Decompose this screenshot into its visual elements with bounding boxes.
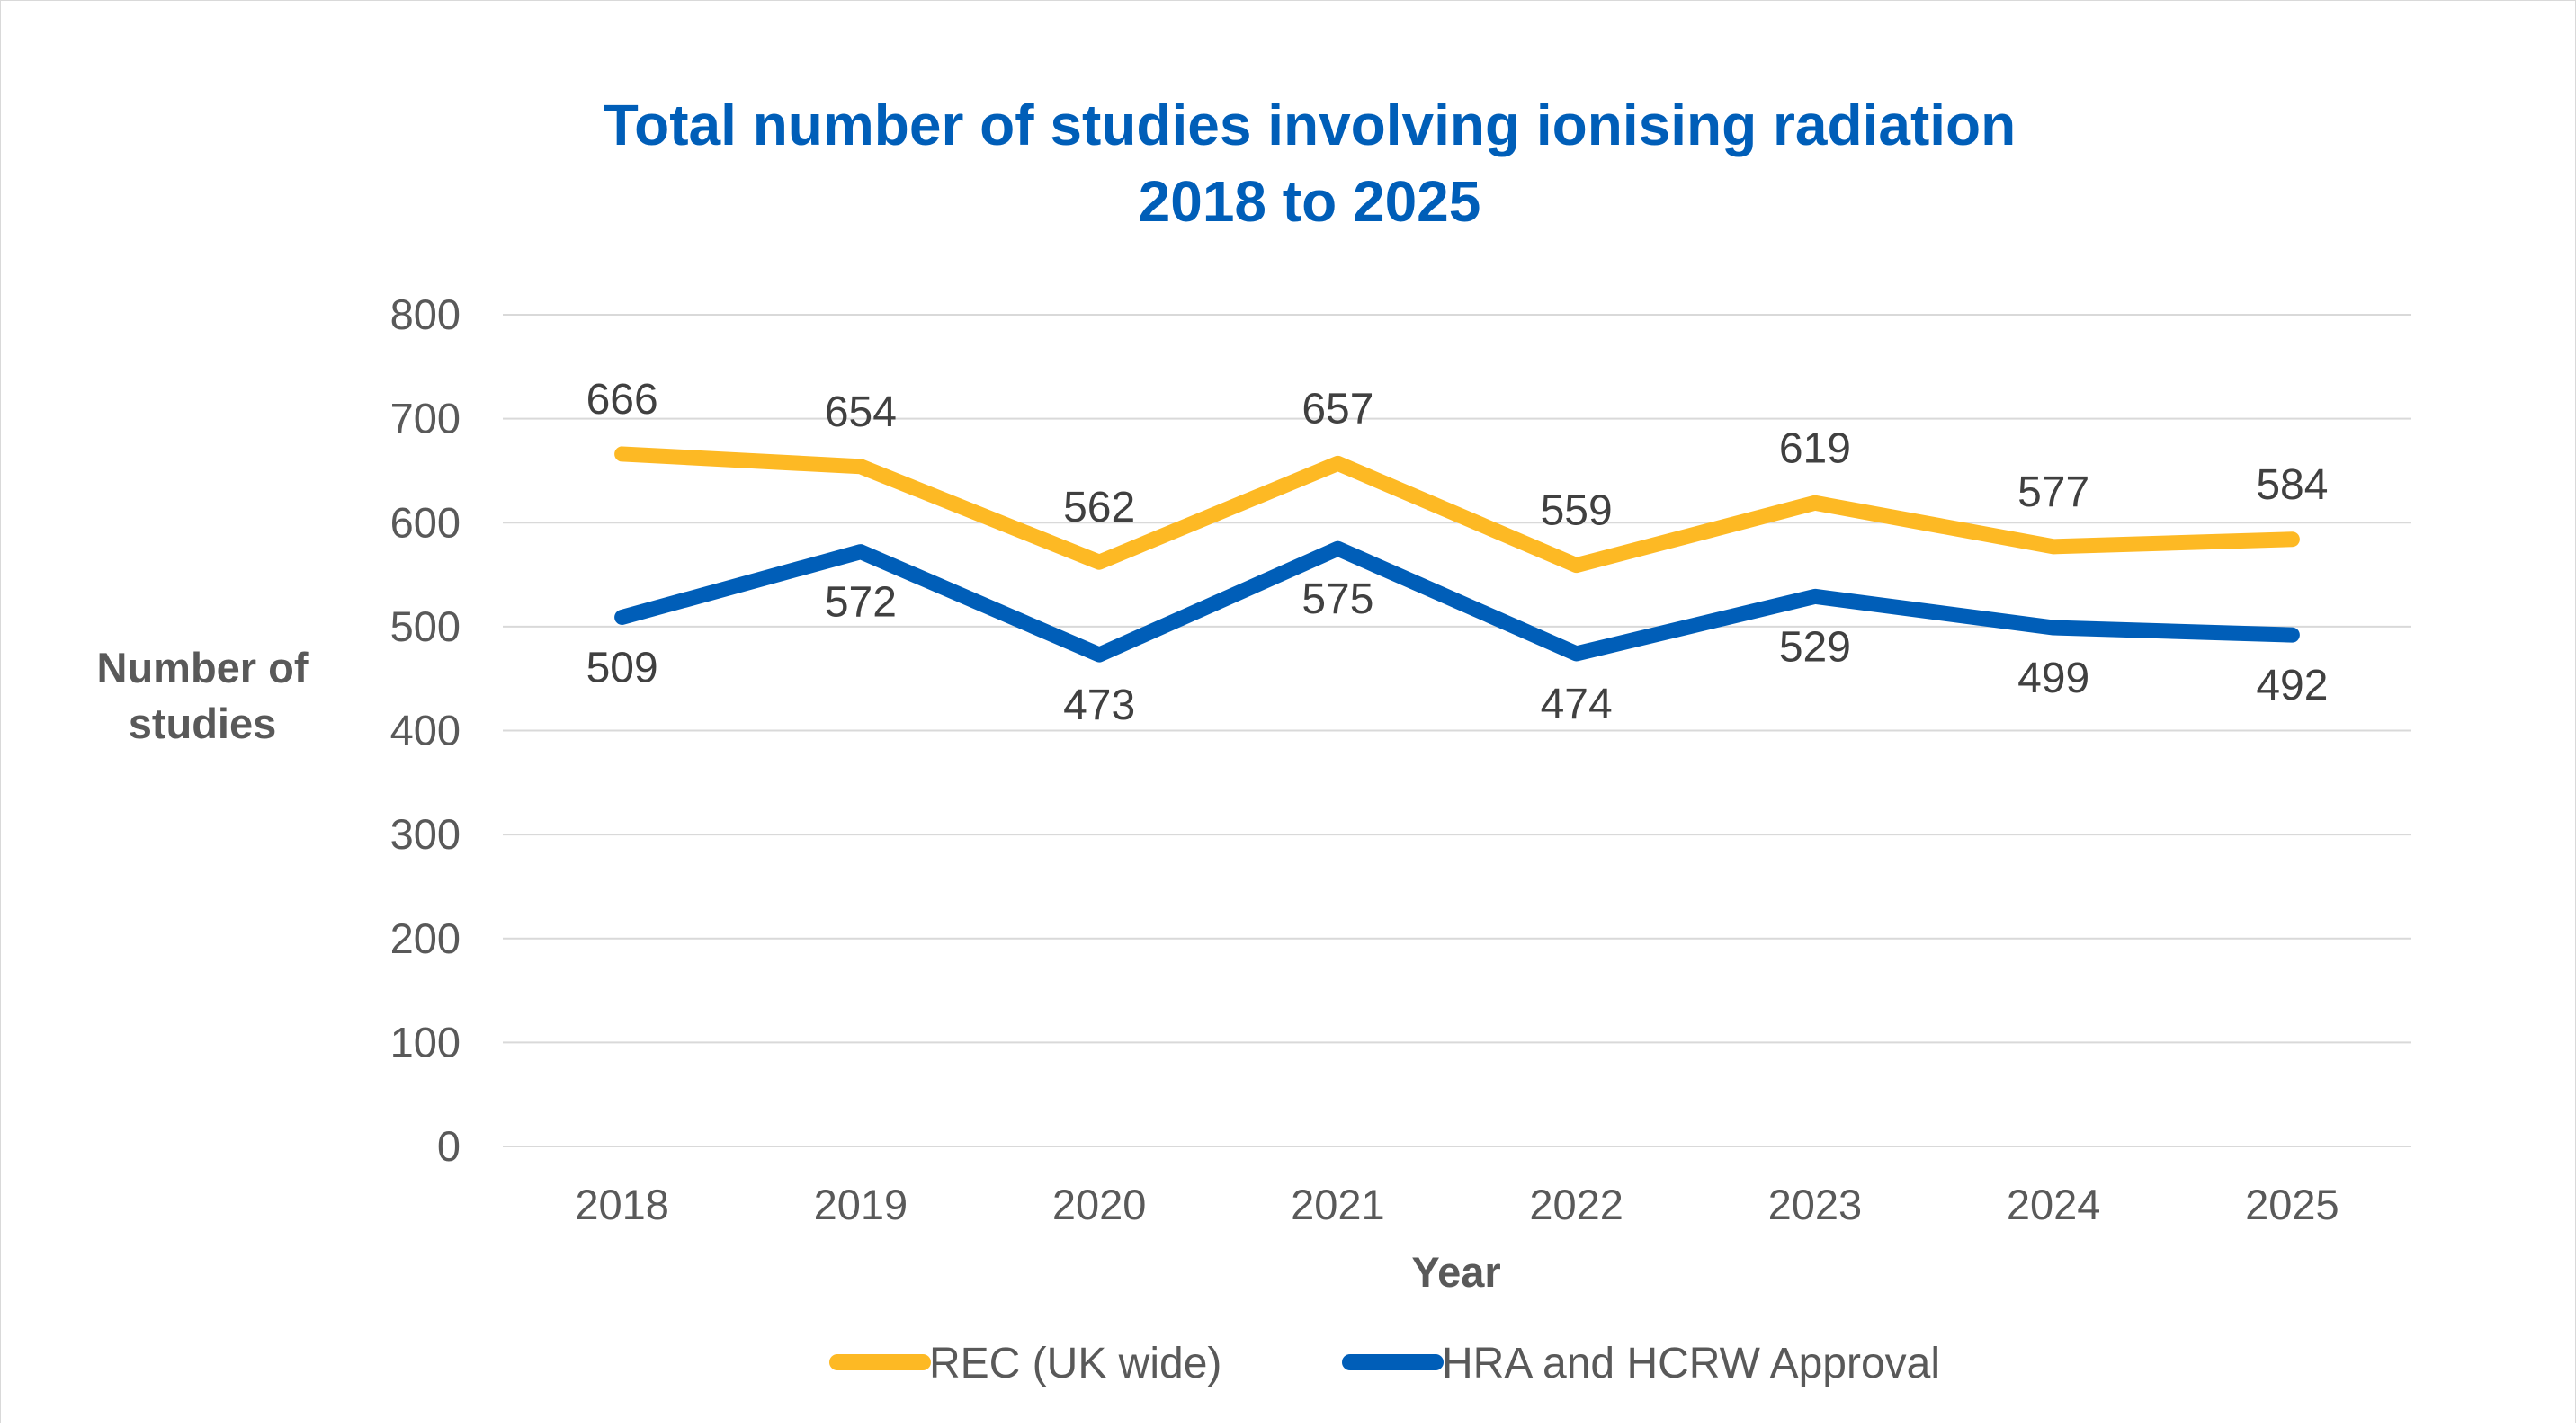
data-label-s0-2022: 559 [1541,487,1613,535]
x-tick-label-2020: 2020 [1052,1181,1147,1228]
y-tick-label-200: 200 [390,914,461,962]
y-tick-label-0: 0 [437,1122,461,1170]
data-label-s0-2023: 619 [1779,424,1851,472]
x-tick-label-2022: 2022 [1529,1181,1623,1228]
x-axis-ticks: 2018 2019 2020 2021 2022 2023 2024 2025 [575,1181,2339,1228]
x-tick-label-2019: 2019 [814,1181,908,1228]
y-tick-label-400: 400 [390,707,461,754]
x-tick-label-2024: 2024 [2007,1181,2101,1228]
y-axis-title-line-1: Number of [97,644,309,691]
series-line-1 [614,540,2300,663]
legend-label-rec: REC (UK wide) [929,1340,1221,1387]
legend: REC (UK wide) HRA and HCRW Approval [829,1340,1940,1387]
data-label-s1-2022: 474 [1541,681,1613,728]
data-labels: 666 654 562 657 559 619 577 584 509 572 473 575 474 5… [586,376,2329,729]
data-label-s1-2024: 499 [2017,655,2089,702]
data-label-s0-2021: 657 [1301,385,1373,433]
data-label-s0-2018: 666 [586,376,658,424]
y-axis-title-line-2: studies [129,700,277,747]
data-label-s1-2019: 572 [825,579,897,627]
y-tick-label-800: 800 [390,290,461,338]
x-tick-label-2021: 2021 [1291,1181,1385,1228]
data-label-s1-2025: 492 [2256,662,2328,709]
gridlines [503,314,2411,1147]
data-label-s0-2019: 654 [825,388,897,436]
x-tick-label-2023: 2023 [1768,1181,1863,1228]
x-tick-label-2025: 2025 [2245,1181,2339,1228]
data-label-s0-2020: 562 [1063,484,1135,531]
data-label-s1-2018: 509 [586,644,658,691]
series-line-0 [614,446,2300,574]
data-label-s1-2021: 575 [1301,575,1373,623]
data-label-s0-2024: 577 [2017,468,2089,516]
y-axis-ticks: 0 100 200 300 400 500 600 700 800 [390,290,461,1170]
x-axis-title: Year [1411,1248,1500,1296]
y-tick-label-500: 500 [390,602,461,650]
chart-title-line-2: 2018 to 2025 [1139,169,1481,234]
legend-label-hra: HRA and HCRW Approval [1442,1340,1940,1387]
series-lines [614,446,2300,663]
chart-title-line-1: Total number of studies involving ionisi… [604,93,2016,157]
y-tick-label-100: 100 [390,1018,461,1066]
y-tick-label-600: 600 [390,498,461,546]
data-label-s1-2023: 529 [1779,623,1851,671]
y-tick-label-300: 300 [390,810,461,858]
y-tick-label-700: 700 [390,395,461,442]
data-label-s0-2025: 584 [2256,461,2328,509]
x-tick-label-2018: 2018 [575,1181,669,1228]
data-label-s1-2020: 473 [1063,682,1135,729]
